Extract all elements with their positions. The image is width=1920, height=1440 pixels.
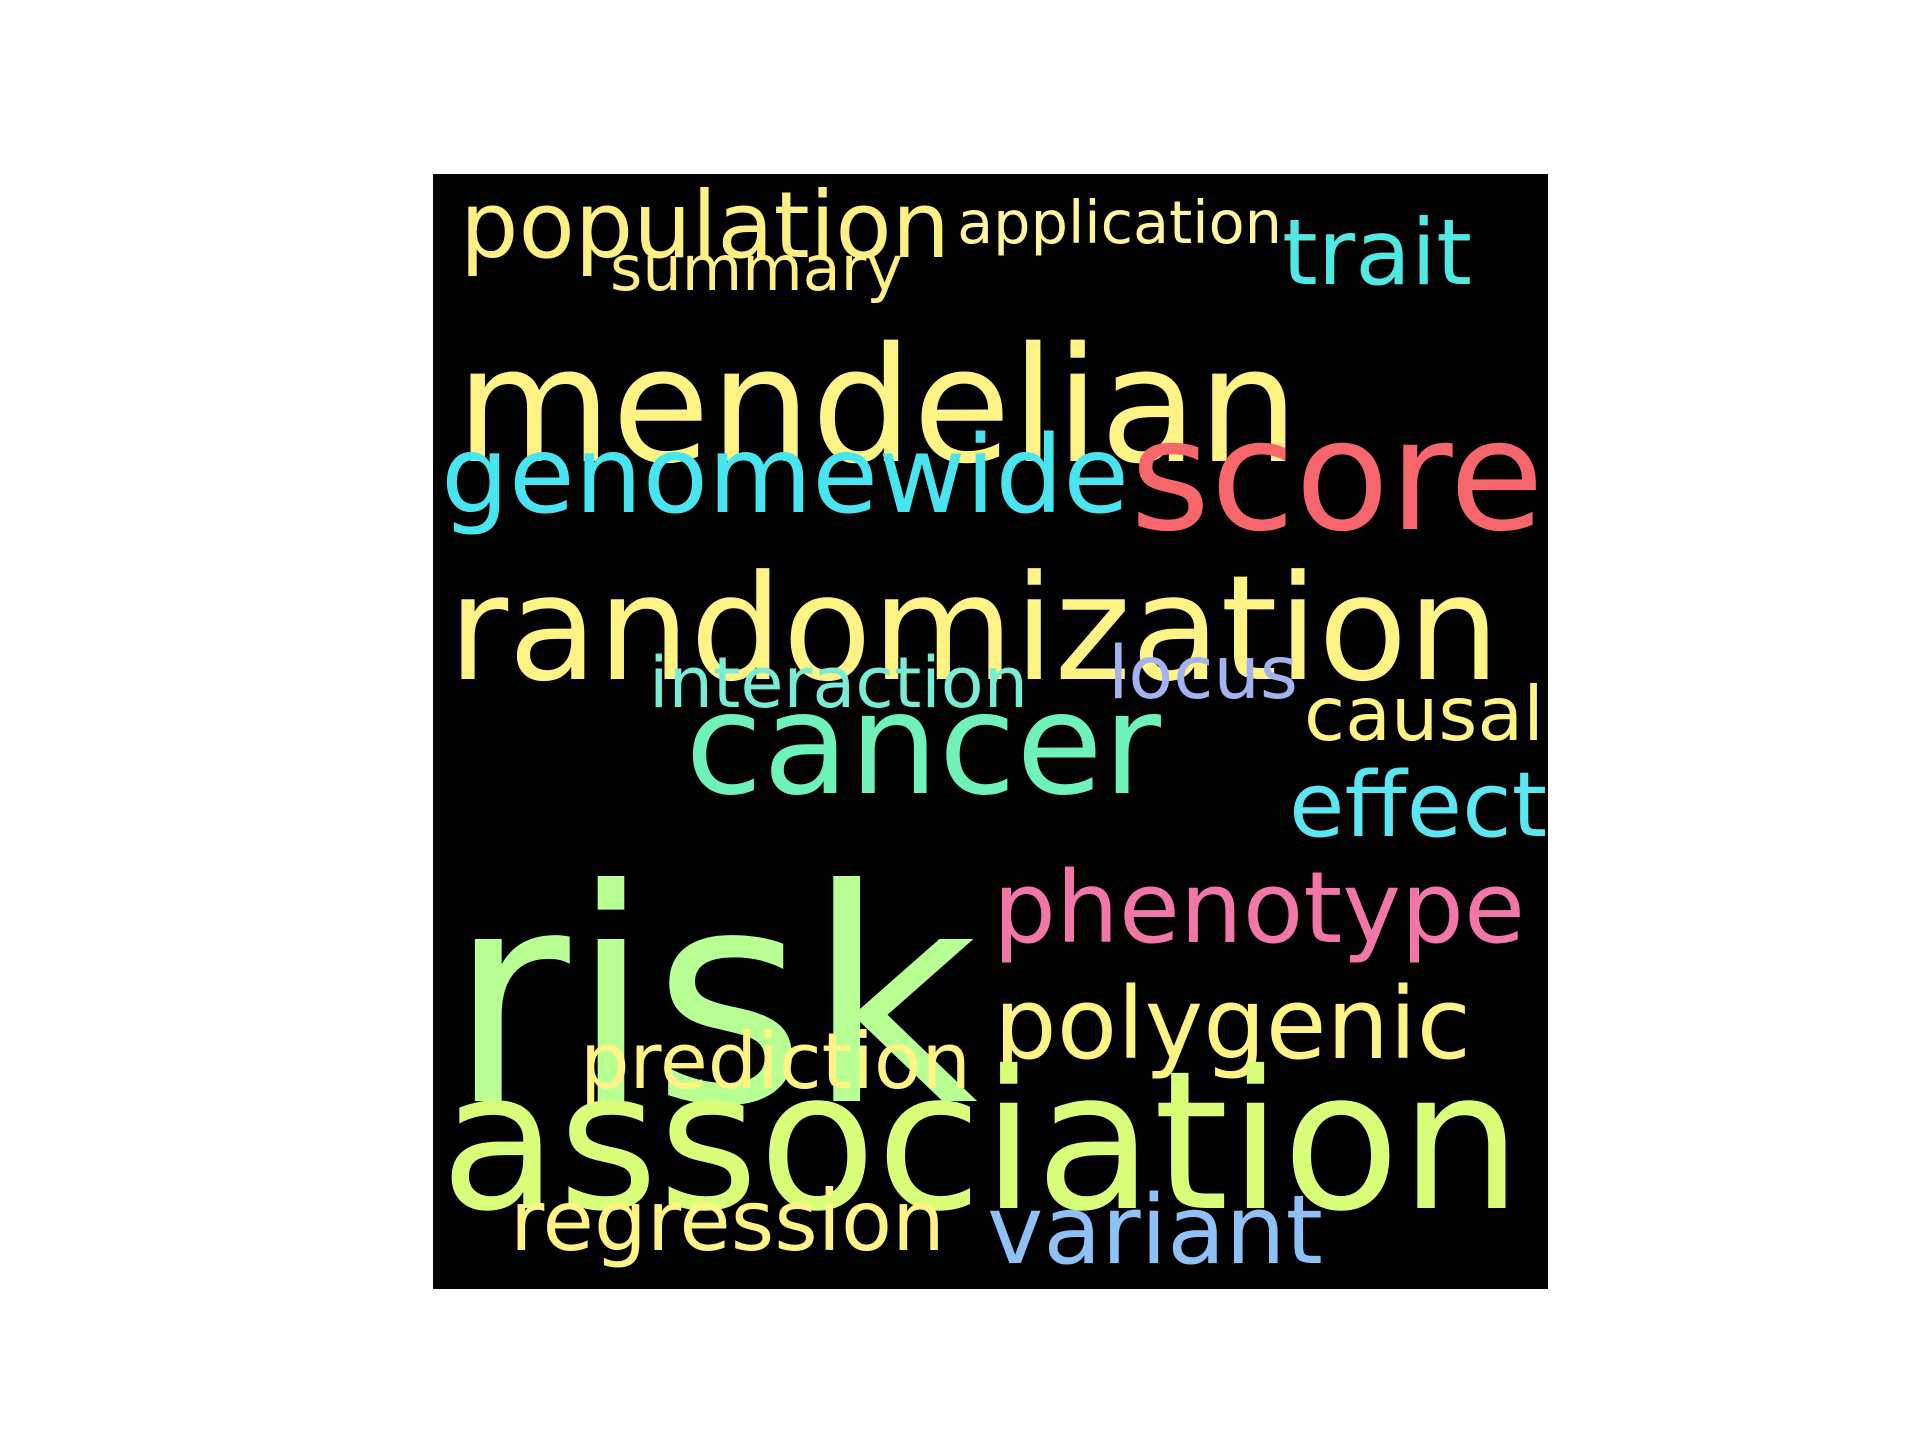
word-population: population [460,174,951,279]
word-application: application [957,187,1282,257]
word-randomization: randomization [448,545,1500,714]
word-variant: variant [987,1176,1323,1286]
word-trait: trait [1282,200,1473,306]
word-regression: regression [510,1172,945,1271]
word-phenotype: phenotype [993,851,1525,967]
word-genomewide: genomewide [441,414,1130,538]
word-score: score [1130,387,1545,566]
word-locus: locus [1108,631,1298,717]
word-cancer: cancer [685,662,1161,827]
word-association: association [440,1029,1522,1254]
word-effect: effect [1289,753,1548,859]
word-cloud: population application trait summary men… [433,174,1548,1289]
word-prediction: prediction [580,1016,971,1107]
word-summary: summary [610,231,904,305]
word-mendelian: mendelian [456,312,1299,499]
word-polygenic: polygenic [994,967,1471,1083]
word-interaction: interaction [649,642,1029,724]
word-causal: causal [1304,671,1544,759]
word-risk: risk [448,826,978,1172]
